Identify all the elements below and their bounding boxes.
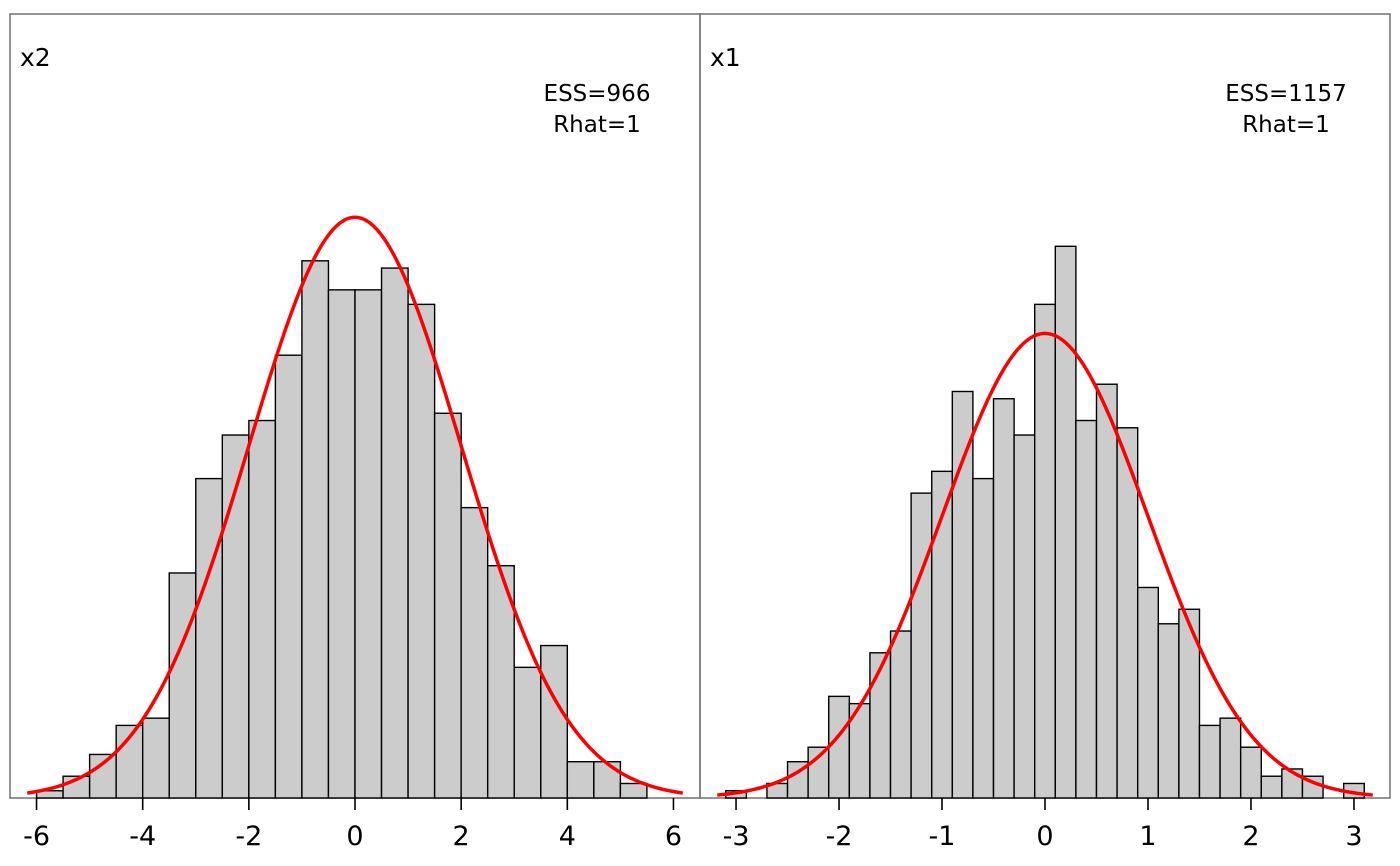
histogram-bar [1136, 586, 1159, 799]
histogram-bar [380, 267, 409, 799]
histogram-bar [433, 412, 462, 799]
histogram-bar [354, 289, 383, 799]
x-tick-label: -2 [826, 821, 853, 852]
panel-title: x2 [20, 43, 51, 72]
histogram-bar [1095, 383, 1118, 799]
bars [725, 245, 1365, 799]
histogram-bar [327, 289, 356, 799]
histogram-bar [195, 477, 224, 799]
histogram-bar [1075, 419, 1098, 799]
x-tick-label: 0 [1036, 821, 1053, 852]
histogram-bar [992, 398, 1015, 799]
x-tick-label: 2 [453, 821, 470, 852]
histogram-bar [593, 761, 622, 799]
panel-x2: x2 ESS=966 Rhat=1 -6 -4 -2 0 2 4 6 [9, 13, 701, 852]
ess-stat: ESS=1157 [1225, 81, 1347, 107]
histogram-bar [168, 572, 197, 799]
histogram-bar [460, 506, 489, 799]
histogram-bar [274, 354, 303, 799]
histogram-bar [1260, 775, 1283, 799]
panel-x1: x1 ESS=1157 Rhat=1 -3 -2 -1 0 1 2 3 [699, 13, 1391, 852]
histogram-bar [301, 260, 330, 799]
histogram-bar [248, 419, 277, 799]
x-tick-label: -3 [723, 821, 750, 852]
histogram-bar [1239, 746, 1262, 799]
x-tick-label: -6 [23, 821, 50, 852]
histogram-bar [1219, 717, 1242, 799]
x-tick-label: -2 [235, 821, 262, 852]
histogram-bar [1198, 724, 1221, 799]
x-tick-label: 1 [1139, 821, 1156, 852]
x-tick-label: 2 [1242, 821, 1259, 852]
histogram-bar [869, 652, 892, 799]
x-tick-label: 3 [1345, 821, 1362, 852]
histogram-bar [828, 695, 851, 799]
panel-title: x1 [710, 43, 741, 72]
histogram-bar [1157, 623, 1180, 799]
rhat-stat: Rhat=1 [1242, 112, 1330, 138]
histogram-bar [141, 717, 170, 799]
x-tick-label: 4 [559, 821, 576, 852]
histogram-bar [1178, 608, 1201, 799]
rhat-stat: Rhat=1 [553, 112, 641, 138]
histogram-bar [1033, 303, 1056, 799]
histogram-bar [407, 303, 436, 799]
histogram-bar [951, 390, 974, 799]
histogram-bar [566, 761, 595, 799]
normal-density-curve [26, 215, 684, 795]
histogram-bar [540, 644, 569, 799]
x-axis-ticks: -6 -4 -2 0 2 4 6 [23, 798, 682, 852]
histogram-bar [513, 666, 542, 799]
histogram-bar [619, 782, 648, 799]
histogram-bar [1054, 245, 1077, 799]
histogram-bar [1013, 434, 1036, 799]
x-axis-ticks: -3 -2 -1 0 1 2 3 [723, 798, 1363, 852]
ess-stat: ESS=966 [544, 81, 651, 107]
x-tick-label: -4 [129, 821, 156, 852]
histogram-bar [889, 630, 912, 799]
x-tick-label: 0 [346, 821, 363, 852]
histogram-bar [88, 753, 117, 799]
x-tick-label: -1 [929, 821, 956, 852]
x-tick-label: 6 [665, 821, 682, 852]
histogram-bar [115, 724, 144, 799]
normal-density-curve [717, 331, 1373, 797]
histogram-bar [972, 477, 995, 799]
histogram-bar [910, 492, 933, 799]
bars [35, 260, 648, 799]
